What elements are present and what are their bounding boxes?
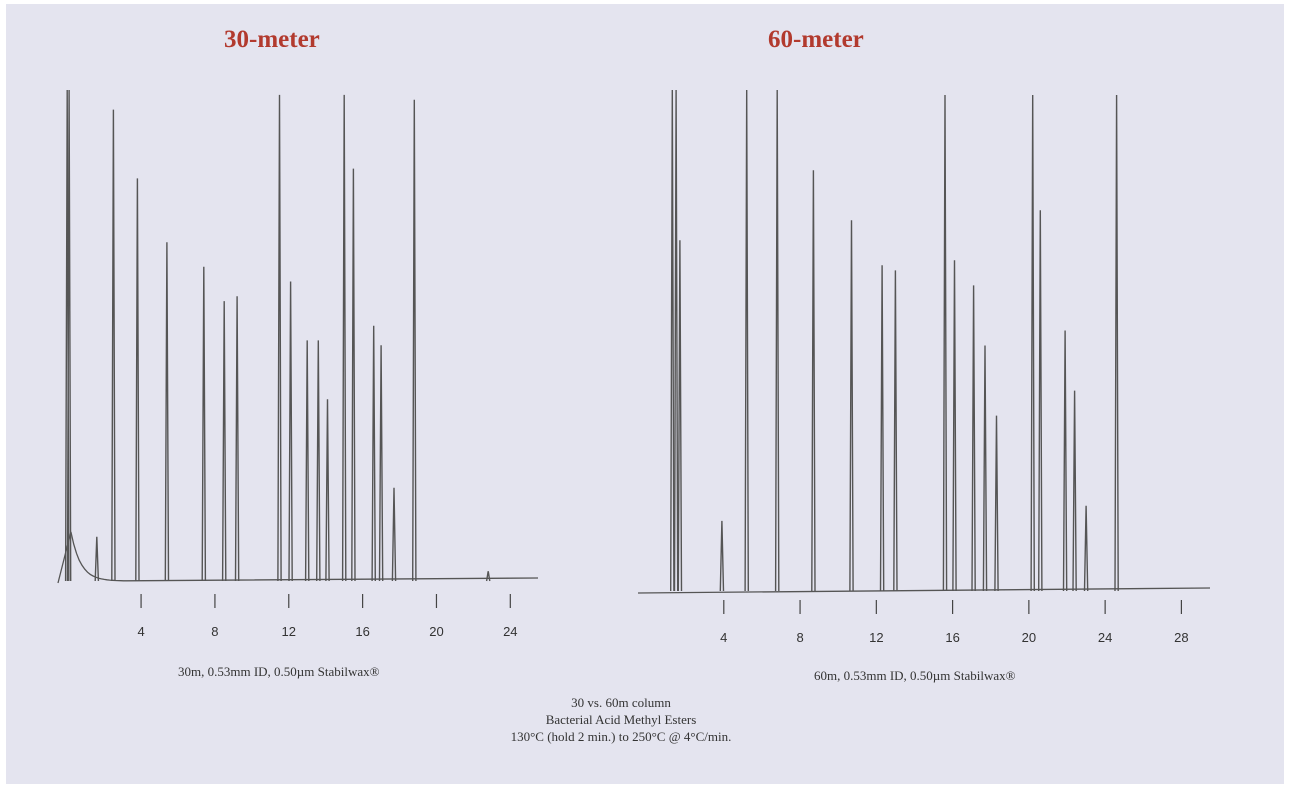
x-tick-label-60m-16: 16 — [945, 630, 959, 645]
peak-30m-6 — [164, 242, 170, 582]
peak-30m-9 — [234, 296, 240, 582]
peak-30m-2 — [66, 89, 72, 582]
peak-30m-16 — [351, 168, 356, 582]
peak-60m-11 — [942, 94, 948, 592]
peak-60m-5 — [744, 89, 749, 592]
x-tick-label-30m-16: 16 — [355, 624, 369, 639]
peak-30m-11 — [288, 281, 293, 582]
peak-30m-20 — [412, 99, 417, 582]
peak-30m-10 — [277, 94, 282, 582]
peak-60m-13 — [971, 285, 976, 592]
x-tick-label-60m-8: 8 — [796, 630, 803, 645]
baseline-trace-30m — [57, 531, 539, 584]
peak-60m-9 — [879, 265, 885, 592]
x-tick-label-30m-24: 24 — [503, 624, 517, 639]
run-conditions: 30 vs. 60m column Bacterial Acid Methyl … — [426, 694, 816, 745]
peak-60m-15 — [994, 415, 999, 592]
x-tick-label-60m-28: 28 — [1174, 630, 1188, 645]
peak-60m-1 — [670, 89, 675, 592]
chromatogram-figure: 4 8 12 16 20 24 4 8 12 16 20 24 28 30-meter 60-meter… — [6, 4, 1284, 784]
column-label-60m: 60m, 0.53mm ID, 0.50µm Stabilwax® — [814, 668, 1016, 683]
peak-60m-18 — [1062, 330, 1068, 592]
x-tick-label-30m-8: 8 — [211, 624, 218, 639]
footnote-line-program: 130°C (hold 2 min.) to 250°C @ 4°C/min. — [510, 729, 732, 744]
peak-60m-21 — [1114, 94, 1119, 592]
x-tick-label-30m-4: 4 — [137, 624, 144, 639]
peak-60m-6 — [774, 89, 780, 592]
peak-30m-7 — [201, 266, 207, 582]
x-tick-label-60m-12: 12 — [869, 630, 883, 645]
peak-30m-15 — [341, 94, 347, 582]
peak-60m-17 — [1038, 210, 1043, 592]
x-tick-label-30m-12: 12 — [282, 624, 296, 639]
peak-60m-8 — [849, 220, 854, 592]
peak-30m-17 — [371, 325, 376, 582]
x-tick-label-60m-4: 4 — [720, 630, 727, 645]
chart-title-60m: 60-meter — [768, 26, 864, 53]
peak-30m-5 — [135, 178, 140, 582]
peak-60m-4 — [719, 520, 725, 592]
peak-60m-20 — [1083, 505, 1089, 592]
x-tick-label-30m-20: 20 — [429, 624, 443, 639]
peak-30m-4 — [111, 109, 116, 582]
peak-30m-13 — [316, 340, 321, 582]
peak-60m-12 — [952, 260, 957, 592]
footnote-line-comparison: 30 vs. 60m column — [571, 695, 671, 710]
column-label-30m: 30m, 0.53mm ID, 0.50µm Stabilwax® — [178, 664, 380, 679]
peak-60m-14 — [982, 345, 988, 592]
peak-30m-21 — [485, 571, 491, 582]
peak-30m-14 — [325, 399, 330, 582]
peak-60m-3 — [677, 240, 683, 592]
x-tick-label-60m-24: 24 — [1098, 630, 1112, 645]
peak-60m-10 — [893, 270, 898, 592]
chromatogram-plots: 4 8 12 16 20 24 4 8 12 16 20 24 28 — [57, 89, 1211, 645]
x-tick-label-60m-20: 20 — [1022, 630, 1036, 645]
peak-30m-8 — [221, 301, 227, 582]
chart-title-30m: 30-meter — [224, 26, 320, 53]
peak-30m-12 — [304, 340, 310, 582]
peak-60m-2 — [673, 89, 679, 592]
peak-60m-16 — [1030, 94, 1035, 592]
peak-30m-3 — [94, 536, 100, 582]
peak-60m-7 — [811, 170, 816, 592]
peak-30m-19 — [391, 487, 397, 582]
footnote-line-sample: Bacterial Acid Methyl Esters — [545, 712, 697, 727]
peak-60m-19 — [1072, 390, 1077, 592]
peak-30m-18 — [378, 345, 384, 582]
